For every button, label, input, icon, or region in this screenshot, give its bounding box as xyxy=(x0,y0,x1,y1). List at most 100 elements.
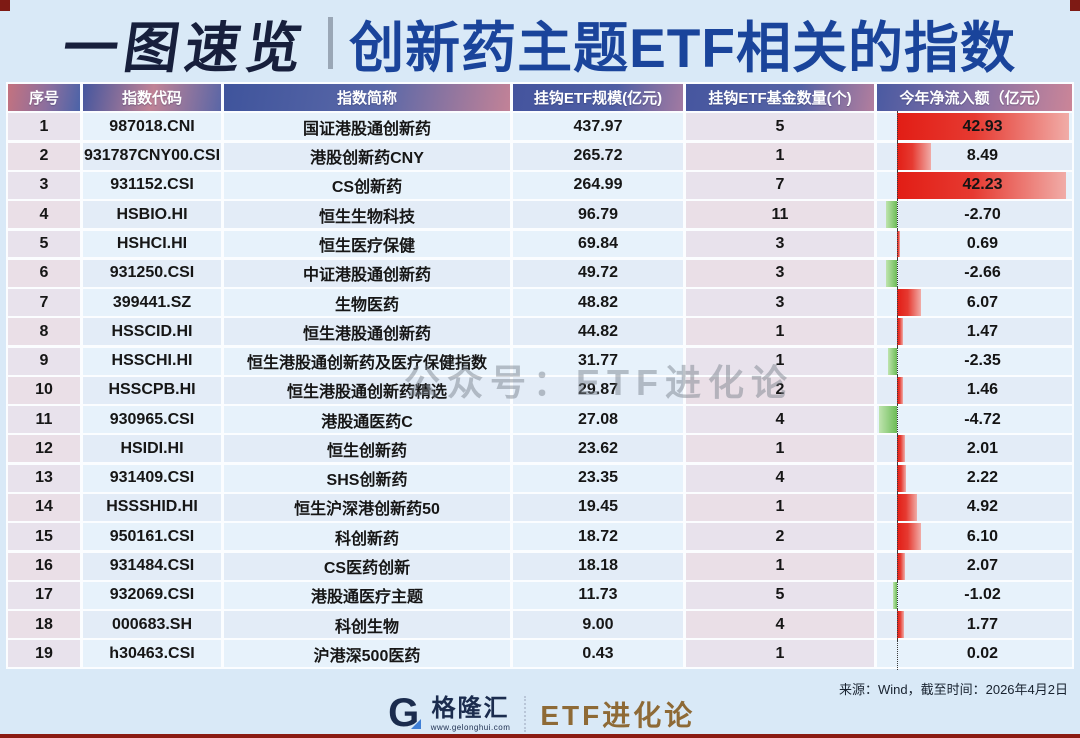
index-name: 恒生港股通创新药精选 xyxy=(224,376,510,404)
net-inflow-value: 0.02 xyxy=(966,644,999,662)
table-row: 17 932069.CSI 港股通医疗主题 11.73 5 -1.02 xyxy=(8,579,1072,612)
title-main: 创新药主题ETF相关的指数 xyxy=(349,17,1016,79)
row-no: 1 xyxy=(8,113,80,141)
index-code: HSSCPB.HI xyxy=(83,376,221,404)
net-inflow-value: -1.02 xyxy=(964,586,1001,604)
inflow-bar-negative xyxy=(892,581,897,609)
index-name: 科创新药 xyxy=(224,523,510,551)
net-inflow: 0.02 xyxy=(877,638,1072,670)
etf-fund-count: 5 xyxy=(686,581,874,609)
table-row: 6 931250.CSI 中证港股通创新药 49.72 3 -2.66 xyxy=(8,257,1072,290)
net-inflow-value: 42.93 xyxy=(962,117,1003,135)
column-header-1: 指数代码 xyxy=(83,84,221,111)
row-no: 15 xyxy=(8,523,80,551)
index-code: 987018.CNI xyxy=(83,113,221,141)
net-inflow: 6.10 xyxy=(877,521,1072,553)
etf-fund-count: 7 xyxy=(686,171,874,199)
index-code: HSBIO.HI xyxy=(83,201,221,229)
index-code: 000683.SH xyxy=(83,611,221,639)
net-inflow-value: 1.47 xyxy=(966,322,999,340)
etf-aum: 19.45 xyxy=(513,494,683,521)
account-name: ETF进化论 xyxy=(540,700,696,731)
title-badge: 一图速览 xyxy=(58,17,312,79)
index-code: HSSCID.HI xyxy=(83,318,221,346)
row-no: 4 xyxy=(8,201,80,229)
inflow-bar-positive xyxy=(897,318,903,346)
table-row: 4 HSBIO.HI 恒生生物科技 96.79 11 -2.70 xyxy=(8,199,1072,231)
bar-zero-baseline xyxy=(897,169,898,202)
bar-zero-baseline xyxy=(897,609,898,641)
etf-fund-count: 3 xyxy=(686,289,874,316)
row-no: 3 xyxy=(8,171,80,199)
row-no: 12 xyxy=(8,435,80,463)
etf-fund-count: 1 xyxy=(686,347,874,375)
table-rows: 1 987018.CNI 国证港股通创新药 437.97 5 42.93 2 931787CN… xyxy=(8,111,1072,670)
bar-zero-baseline xyxy=(897,140,898,173)
index-name: CS医药创新 xyxy=(224,552,510,580)
net-inflow-value: 2.22 xyxy=(966,469,999,487)
etf-fund-count: 5 xyxy=(686,113,874,141)
page-title: 一图速览 创新药主题ETF相关的指数 xyxy=(0,6,1080,80)
index-name: 港股创新药CNY xyxy=(224,142,510,170)
etf-fund-count: 3 xyxy=(686,259,874,287)
etf-aum: 23.35 xyxy=(513,464,683,492)
net-inflow: 2.01 xyxy=(877,433,1072,465)
row-no: 17 xyxy=(8,581,80,609)
net-inflow-value: -2.35 xyxy=(964,352,1001,370)
net-inflow-value: 42.23 xyxy=(962,176,1003,194)
bar-zero-baseline xyxy=(897,492,898,524)
etf-aum: 265.72 xyxy=(513,142,683,170)
column-header-2: 指数简称 xyxy=(224,84,510,111)
index-name: 港股通医疗主题 xyxy=(224,581,510,609)
index-name: 恒生创新药 xyxy=(224,435,510,463)
inflow-bar-negative xyxy=(886,259,897,287)
frame-bottom-strip xyxy=(0,734,1080,738)
row-no: 2 xyxy=(8,142,80,170)
etf-fund-count: 1 xyxy=(686,435,874,463)
net-inflow-value: 1.77 xyxy=(966,615,999,633)
index-name: 生物医药 xyxy=(224,289,510,316)
net-inflow: 8.49 xyxy=(877,140,1072,173)
row-no: 6 xyxy=(8,259,80,287)
table-row: 9 HSSCHI.HI 恒生港股通创新药及医疗保健指数 31.77 1 -2.35 xyxy=(8,345,1072,378)
etf-aum: 69.84 xyxy=(513,230,683,258)
index-code: h30463.CSI xyxy=(83,640,221,668)
table-row: 10 HSSCPB.HI 恒生港股通创新药精选 29.87 2 1.46 xyxy=(8,374,1072,407)
net-inflow: -1.02 xyxy=(877,579,1072,612)
index-name: 港股通医药C xyxy=(224,406,510,434)
row-no: 7 xyxy=(8,289,80,316)
bar-zero-baseline xyxy=(897,111,898,143)
bar-zero-baseline xyxy=(897,579,898,612)
index-code: 930965.CSI xyxy=(83,406,221,434)
index-code: HSHCI.HI xyxy=(83,230,221,258)
index-code: HSSCHI.HI xyxy=(83,347,221,375)
etf-fund-count: 4 xyxy=(686,611,874,639)
net-inflow: -2.70 xyxy=(877,199,1072,231)
net-inflow-value: -4.72 xyxy=(964,410,1001,428)
etf-fund-count: 1 xyxy=(686,142,874,170)
net-inflow: 6.07 xyxy=(877,287,1072,319)
row-no: 9 xyxy=(8,347,80,375)
brand-name: 格隆汇 xyxy=(431,694,510,722)
etf-aum: 96.79 xyxy=(513,201,683,229)
table-header-row: 序号 指数代码 指数简称 挂钩ETF规模(亿元) 挂钩ETF基金数量(个) 今年净流入额（… xyxy=(8,84,1072,111)
row-no: 16 xyxy=(8,552,80,580)
etf-aum: 0.43 xyxy=(513,640,683,668)
column-header-0: 序号 xyxy=(8,84,80,111)
net-inflow: 42.23 xyxy=(877,169,1072,202)
etf-aum: 437.97 xyxy=(513,113,683,141)
net-inflow-value: 6.10 xyxy=(966,527,999,545)
index-name: 恒生医疗保健 xyxy=(224,230,510,258)
index-name: 沪港深500医药 xyxy=(224,640,510,668)
index-code: 932069.CSI xyxy=(83,581,221,609)
row-no: 19 xyxy=(8,640,80,668)
etf-fund-count: 2 xyxy=(686,523,874,551)
etf-fund-count: 1 xyxy=(686,494,874,521)
index-table: 序号 指数代码 指数简称 挂钩ETF规模(亿元) 挂钩ETF基金数量(个) 今年净流入额（… xyxy=(6,82,1074,670)
row-no: 14 xyxy=(8,494,80,521)
table-row: 15 950161.CSI 科创新药 18.72 2 6.10 xyxy=(8,521,1072,553)
etf-aum: 29.87 xyxy=(513,376,683,404)
etf-fund-count: 11 xyxy=(686,201,874,229)
index-code: HSIDI.HI xyxy=(83,435,221,463)
index-code: 950161.CSI xyxy=(83,523,221,551)
